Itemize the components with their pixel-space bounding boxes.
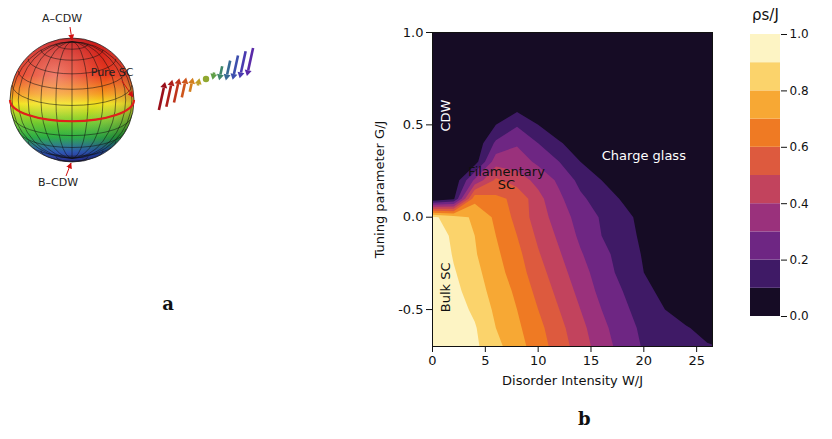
svg-text:1.0: 1.0 [790, 27, 809, 41]
html-text:b: b [578, 408, 591, 429]
svg-text:0.8: 0.8 [790, 84, 809, 98]
svg-text:10: 10 [530, 353, 547, 368]
svg-text:0.0: 0.0 [790, 309, 809, 323]
svg-text:Tuning parameter G/J: Tuning parameter G/J [372, 121, 387, 260]
svg-text:a: a [162, 293, 174, 314]
svg-text:CDW: CDW [438, 100, 453, 132]
svg-text:0.5: 0.5 [403, 117, 424, 132]
svg-text:1.0: 1.0 [403, 25, 424, 40]
svg-text:A–CDW: A–CDW [42, 12, 82, 25]
html-text:ρs/J: ρs/J [752, 6, 779, 24]
svg-text:5: 5 [481, 353, 489, 368]
svg-text:15: 15 [583, 353, 600, 368]
svg-text:B–CDW: B–CDW [38, 176, 78, 189]
svg-text:FilamentarySC: FilamentarySC [468, 164, 545, 192]
svg-text:0: 0 [428, 353, 436, 368]
svg-text:0.4: 0.4 [790, 197, 809, 211]
svg-text:Bulk SC: Bulk SC [438, 263, 453, 313]
svg-text:Pure SC: Pure SC [91, 66, 134, 79]
svg-text:20: 20 [636, 353, 653, 368]
svg-text:0.0: 0.0 [403, 209, 424, 224]
svg-text:Disorder Intensity W/J: Disorder Intensity W/J [502, 373, 643, 388]
svg-text:0.6: 0.6 [790, 140, 809, 154]
svg-text:25: 25 [688, 353, 705, 368]
svg-text:-0.5: -0.5 [398, 302, 423, 317]
svg-text:Charge glass: Charge glass [602, 148, 686, 163]
svg-text:0.2: 0.2 [790, 253, 809, 267]
